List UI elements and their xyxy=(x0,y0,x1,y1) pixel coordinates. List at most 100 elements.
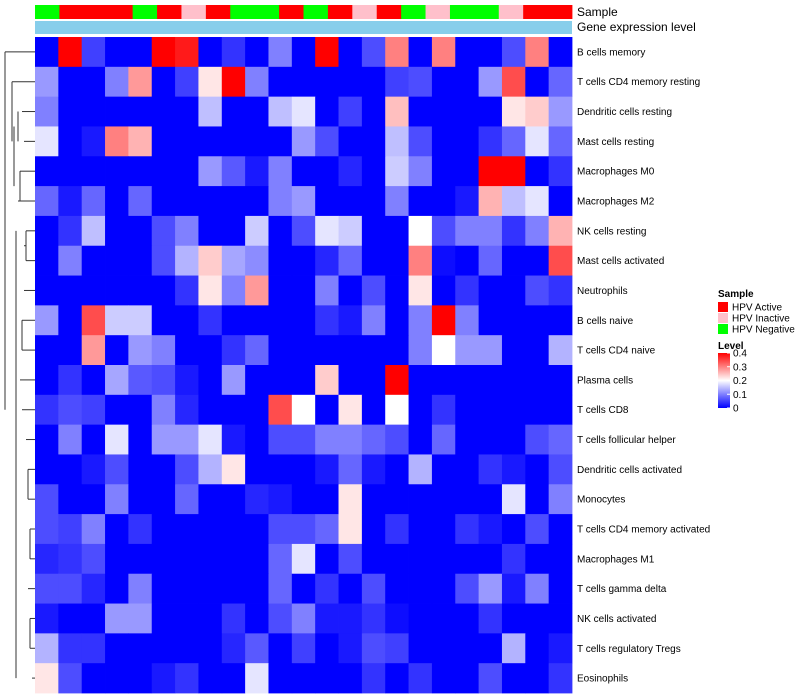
heatmap-cell xyxy=(338,603,363,634)
sample-legend-label: HPV Inactive xyxy=(732,314,790,325)
heatmap-cell xyxy=(245,484,269,515)
heatmap-cell xyxy=(128,186,153,217)
heatmap-cell xyxy=(198,37,223,68)
heatmap-cell xyxy=(81,484,106,515)
heatmap-cell xyxy=(548,126,573,157)
heatmap-cell xyxy=(175,543,199,575)
heatmap-cell xyxy=(478,37,503,68)
heatmap-cell xyxy=(478,66,503,98)
heatmap-cell xyxy=(128,424,153,455)
heatmap-cell xyxy=(455,394,480,426)
heatmap-cell xyxy=(338,484,363,515)
heatmap-cell xyxy=(408,543,433,575)
heatmap-cell xyxy=(35,335,59,366)
heatmap-cell xyxy=(128,633,153,664)
heatmap-cell xyxy=(525,215,550,247)
heatmap-cell xyxy=(81,66,106,98)
heatmap-cell xyxy=(338,215,363,247)
heatmap-cell xyxy=(221,37,246,68)
heatmap-cell xyxy=(128,454,153,485)
sample-legend-swatch xyxy=(718,302,728,312)
heatmap-cell xyxy=(268,126,293,157)
heatmap-cell xyxy=(268,96,293,127)
heatmap-cell xyxy=(221,394,246,426)
heatmap-cell xyxy=(128,543,153,575)
heatmap-cell xyxy=(58,454,83,485)
heatmap-cell xyxy=(35,96,59,127)
heatmap-cell xyxy=(455,245,480,276)
heatmap-cell xyxy=(478,484,503,515)
heatmap-cell xyxy=(361,454,386,485)
heatmap-cell xyxy=(128,126,153,157)
heatmap-cell xyxy=(315,186,339,217)
heatmap-cell xyxy=(548,37,573,68)
heatmap-cell xyxy=(245,365,269,396)
heatmap-cell xyxy=(525,335,550,366)
heatmap-cell xyxy=(548,633,573,664)
heatmap-cell xyxy=(548,66,573,98)
heatmap-cell xyxy=(291,454,316,485)
heatmap-cell xyxy=(291,275,316,306)
heatmap-cell xyxy=(268,394,293,426)
heatmap-cell xyxy=(128,215,153,247)
heatmap-cell xyxy=(338,424,363,455)
heatmap-cell xyxy=(105,96,129,127)
heatmap-cell xyxy=(245,573,269,604)
heatmap-cell xyxy=(361,603,386,634)
heatmap-cell xyxy=(361,663,386,694)
heatmap-cell xyxy=(501,454,526,485)
heatmap-cell xyxy=(408,96,433,127)
heatmap-cell xyxy=(175,305,199,336)
heatmap-cell xyxy=(548,335,573,366)
heatmap-cell xyxy=(175,394,199,426)
heatmap-cell xyxy=(478,126,503,157)
heatmap-cell xyxy=(548,454,573,485)
heatmap-cell xyxy=(221,305,246,336)
heatmap-cell xyxy=(268,424,293,455)
heatmap-cell xyxy=(291,543,316,575)
heatmap-cell xyxy=(408,394,433,426)
heatmap-cell xyxy=(361,424,386,455)
heatmap-cell xyxy=(35,543,59,575)
heatmap-cell xyxy=(35,66,59,98)
heatmap-cell xyxy=(58,305,83,336)
heatmap-cell xyxy=(151,215,176,247)
row-label: Mast cells resting xyxy=(577,137,654,148)
heatmap-cell xyxy=(525,394,550,426)
heatmap-cell xyxy=(338,186,363,217)
heatmap-cell xyxy=(151,484,176,515)
heatmap-cell xyxy=(58,394,83,426)
heatmap-cell xyxy=(361,126,386,157)
heatmap-cell xyxy=(198,245,223,276)
row-label: Macrophages M0 xyxy=(577,167,655,178)
heatmap-cell xyxy=(338,335,363,366)
heatmap-cell xyxy=(81,603,106,634)
heatmap-cell xyxy=(455,305,480,336)
heatmap-cell xyxy=(175,275,199,306)
heatmap-cell xyxy=(175,156,199,187)
heatmap-cell xyxy=(525,603,550,634)
heatmap-cell xyxy=(315,424,339,455)
heatmap-cell xyxy=(105,156,129,187)
heatmap-cell xyxy=(315,573,339,604)
heatmap-cell xyxy=(58,275,83,306)
heatmap-cell xyxy=(548,275,573,306)
heatmap-cell xyxy=(361,335,386,366)
heatmap-cell xyxy=(478,365,503,396)
heatmap-cell xyxy=(315,66,339,98)
heatmap-cell xyxy=(245,514,269,545)
sample-annotation-cell xyxy=(327,5,353,19)
row-labels: B cells memory T cells CD4 memory resting… xyxy=(577,47,710,684)
heatmap-cell xyxy=(501,514,526,545)
heatmap-cell xyxy=(455,126,480,157)
sample-annotation-cell xyxy=(108,5,134,19)
heatmap-cell xyxy=(268,37,293,68)
heatmap-cell xyxy=(385,543,409,575)
heatmap-cell xyxy=(385,484,409,515)
heatmap-cell xyxy=(501,424,526,455)
heatmap-cell xyxy=(128,514,153,545)
row-dendrogram xyxy=(4,51,35,679)
heatmap-cell xyxy=(151,335,176,366)
sample-annotation-cell xyxy=(230,5,256,19)
